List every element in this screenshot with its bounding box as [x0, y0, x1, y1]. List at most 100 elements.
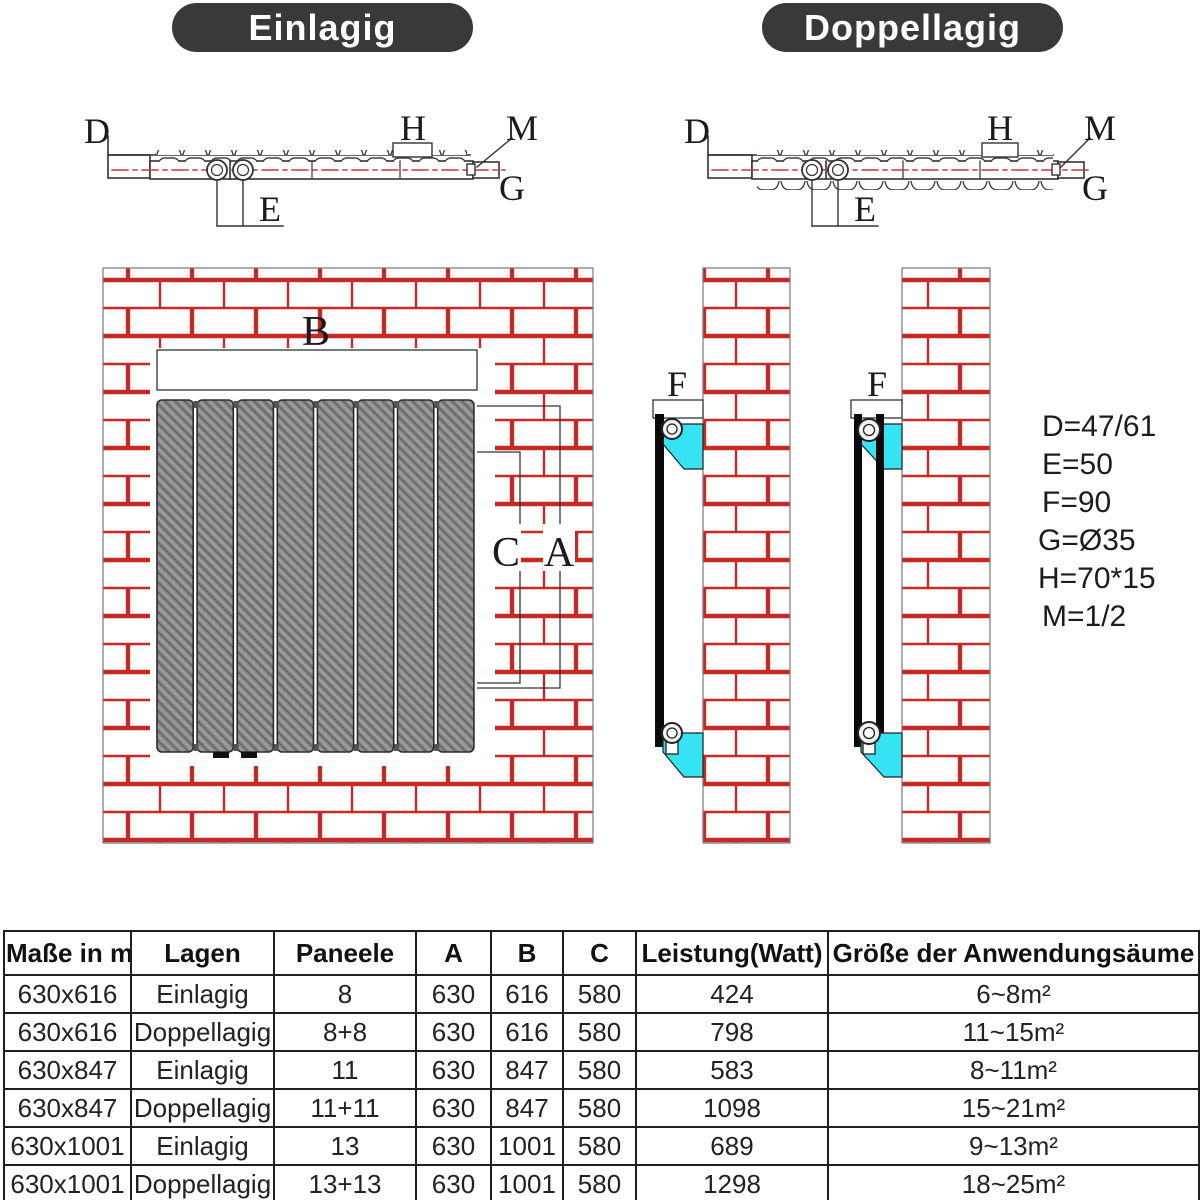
dim-label-e: E	[259, 189, 281, 229]
brick-wall-column	[702, 267, 791, 844]
header-badge-doppellagig: Doppellagig	[762, 3, 1063, 52]
table-cell: 1098	[635, 1088, 829, 1128]
table-cell: 630	[415, 1012, 492, 1052]
table-cell: 1001	[490, 1126, 564, 1166]
table-cell: 8~11m²	[827, 1050, 1200, 1090]
table-cell: 630x616	[3, 974, 132, 1014]
cross-section-doppellagig: D H M G E	[684, 108, 1116, 229]
valve-fitting	[213, 752, 229, 758]
dim-label-f: F	[667, 364, 687, 404]
legend: D=47/61 E=50 F=90 G=Ø35 H=70*15 M=1/2	[1038, 410, 1156, 633]
table-row: 630x1001 Einlagig 13 630 1001 580 689 9~…	[3, 1126, 1200, 1166]
header-badge-einlagig: Einlagig	[172, 3, 473, 52]
table-header-row: Maße in mm Lagen Paneele A B C Leistung(…	[3, 930, 1200, 976]
table-cell: 11+11	[273, 1088, 417, 1128]
table-cell: 630	[415, 1050, 492, 1090]
table-cell: 13	[273, 1126, 417, 1166]
table-cell: 630	[415, 1126, 492, 1166]
side-view-doppellagig: F	[850, 267, 991, 844]
table-cell: Einlagig	[130, 1126, 275, 1166]
dim-label-d: D	[84, 111, 110, 151]
badge-label: Einlagig	[248, 6, 397, 48]
col-header-b: B	[490, 930, 564, 976]
table-cell: 11	[273, 1050, 417, 1090]
dim-label-d: D	[684, 111, 710, 151]
table-cell: 8	[273, 974, 417, 1014]
table-cell: Doppellagig	[130, 1012, 275, 1052]
legend-item: E=50	[1042, 448, 1113, 481]
table-cell: Einlagig	[130, 1050, 275, 1090]
col-header-c: C	[562, 930, 637, 976]
dim-label-a: A	[544, 530, 575, 576]
legend-item: G=Ø35	[1038, 524, 1136, 557]
table-row: 630x616 Einlagig 8 630 616 580 424 6~8m²	[3, 974, 1200, 1014]
front-view: B C A	[102, 267, 594, 844]
col-header-masse: Maße in mm	[3, 930, 132, 976]
col-header-a: A	[415, 930, 492, 976]
dim-label-f: F	[867, 364, 887, 404]
table-cell: 580	[562, 974, 637, 1014]
table-cell: 630	[415, 974, 492, 1014]
table-cell: 580	[562, 1012, 637, 1052]
radiator-side-profile	[876, 414, 884, 747]
table-cell: 13+13	[273, 1164, 417, 1200]
table-cell: Einlagig	[130, 974, 275, 1014]
col-header-groesse: Größe der Anwendungsäume	[827, 930, 1200, 976]
table-cell: 630	[415, 1088, 492, 1128]
table-cell: 15~21m²	[827, 1088, 1200, 1128]
table-row: 630x847 Einlagig 11 630 847 580 583 8~11…	[3, 1050, 1200, 1090]
cross-section-einlagig: D H M G E	[84, 108, 538, 229]
table-cell: Doppellagig	[130, 1088, 275, 1128]
valve-fitting	[241, 752, 257, 758]
table-cell: 630x847	[3, 1050, 132, 1090]
table-cell: 630x1001	[3, 1164, 132, 1200]
table-cell: 9~13m²	[827, 1126, 1200, 1166]
table-cell: 8+8	[273, 1012, 417, 1052]
table-cell: 630x616	[3, 1012, 132, 1052]
badge-label: Doppellagig	[804, 6, 1021, 48]
col-header-paneele: Paneele	[273, 930, 417, 976]
legend-item: M=1/2	[1042, 600, 1126, 633]
side-view-einlagig: F	[652, 267, 791, 844]
table-cell: 847	[490, 1050, 564, 1090]
dim-label-c: C	[492, 530, 520, 576]
radiator-side-profile	[854, 414, 862, 747]
table-cell: 798	[635, 1012, 829, 1052]
col-header-leistung: Leistung(Watt)	[635, 930, 829, 976]
table-cell: 583	[635, 1050, 829, 1090]
dim-label-m: M	[506, 108, 538, 148]
dim-label-m: M	[1084, 108, 1116, 148]
table-cell: 630x1001	[3, 1126, 132, 1166]
spec-table: Maße in mm Lagen Paneele A B C Leistung(…	[3, 930, 1200, 1200]
dim-label-g: G	[1082, 168, 1108, 208]
table-cell: 18~25m²	[827, 1164, 1200, 1200]
table-cell: 630	[415, 1164, 492, 1200]
table-row: 630x847 Doppellagig 11+11 630 847 580 10…	[3, 1088, 1200, 1128]
table-cell: 580	[562, 1164, 637, 1200]
table-cell: Doppellagig	[130, 1164, 275, 1200]
panel-connectors	[193, 401, 440, 751]
legend-item: D=47/61	[1042, 410, 1156, 443]
table-cell: 424	[635, 974, 829, 1014]
table-cell: 1298	[635, 1164, 829, 1200]
brick-wall-column	[901, 267, 991, 844]
table-cell: 1001	[490, 1164, 564, 1200]
table-cell: 580	[562, 1126, 637, 1166]
table-cell: 580	[562, 1088, 637, 1128]
table-cell: 11~15m²	[827, 1012, 1200, 1052]
table-cell: 616	[490, 1012, 564, 1052]
dim-label-b: B	[302, 309, 330, 355]
table-row: 630x616 Doppellagig 8+8 630 616 580 798 …	[3, 1012, 1200, 1052]
radiator-panels	[156, 399, 475, 758]
table-cell: 616	[490, 974, 564, 1014]
radiator-side-profile	[655, 414, 664, 747]
table-cell: 630x847	[3, 1088, 132, 1128]
legend-item: F=90	[1042, 486, 1111, 519]
dim-label-g: G	[499, 168, 525, 208]
technical-diagram: D H M G E	[84, 108, 1156, 844]
col-header-lagen: Lagen	[130, 930, 275, 976]
table-cell: 847	[490, 1088, 564, 1128]
table-cell: 6~8m²	[827, 974, 1200, 1014]
table-cell: 689	[635, 1126, 829, 1166]
